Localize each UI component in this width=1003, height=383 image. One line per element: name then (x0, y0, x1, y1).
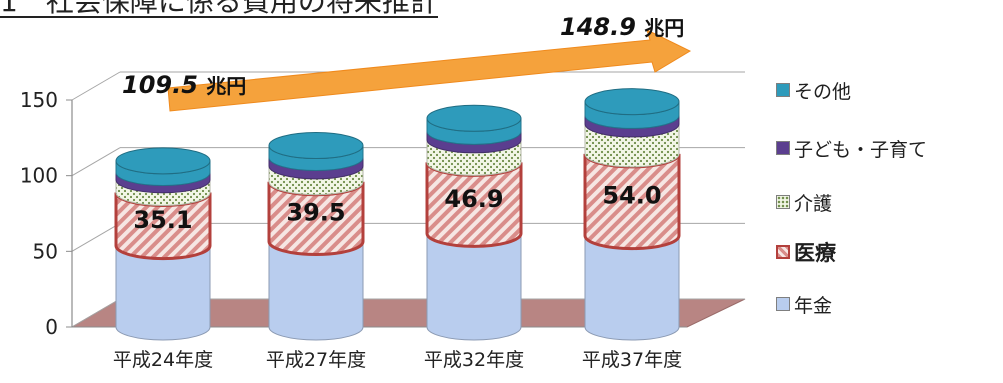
bar-segment-pension (426, 233, 522, 341)
legend-item-childcare: 子ども・子育て (776, 134, 927, 162)
bar-column: 54.0 (583, 88, 681, 341)
start-total-value: 109.5 (122, 71, 206, 99)
x-tick-label: 平成37年度 (582, 349, 682, 371)
x-tick-label: 平成27年度 (266, 349, 366, 371)
gridline-depth (71, 298, 121, 328)
legend-swatch (776, 195, 790, 209)
bar-data-label: 54.0 (602, 182, 661, 210)
x-tick-label: 平成24年度 (113, 349, 213, 371)
legend-item-pension: 年金 (776, 290, 832, 318)
legend-swatch (776, 141, 790, 155)
bar-top-cap (584, 88, 680, 116)
gridline-depth (71, 222, 121, 252)
bar-data-label: 46.9 (444, 185, 503, 213)
end-total-value: 148.9 (560, 13, 644, 41)
trend-arrow (167, 29, 692, 112)
bar-segment-pension (268, 241, 364, 341)
bar-column: 46.9 (425, 104, 523, 341)
y-tick-label: 100 (20, 164, 58, 188)
legend-item-other: その他 (776, 76, 851, 104)
end-total-unit: 兆円 (644, 16, 684, 40)
end-total-label: 148.9 兆円 (560, 13, 684, 41)
start-total-unit: 兆円 (206, 74, 246, 98)
bar-data-label: 35.1 (133, 206, 192, 234)
chart-title: 1 社会保障に係る費用の将来推計 (0, 0, 438, 18)
legend-label: その他 (794, 80, 852, 103)
bar-top-cap (426, 104, 522, 132)
bar-top-cap (268, 132, 364, 160)
y-tick-label: 0 (45, 315, 58, 339)
y-tick-label: 50 (33, 239, 58, 263)
legend-item-care: 介護 (776, 188, 832, 216)
legend-swatch (776, 245, 790, 259)
bar-column: 35.1 (114, 147, 212, 341)
x-tick-label: 平成32年度 (424, 349, 524, 371)
legend-label: 医療 (794, 241, 836, 265)
legend-swatch (776, 83, 790, 97)
bar-column: 39.5 (267, 132, 365, 341)
y-tick-label: 150 (20, 88, 58, 112)
bar-top-cap (115, 147, 211, 175)
bar-segment-pension (584, 235, 680, 341)
legend-label: 介護 (794, 192, 833, 215)
legend-swatch (776, 297, 790, 311)
bar-data-label: 39.5 (286, 199, 345, 227)
legend-item-medical: 医療 (776, 238, 836, 266)
legend-label: 子ども・子育て (794, 138, 928, 161)
gridline-depth (71, 147, 121, 177)
legend-label: 年金 (794, 294, 833, 317)
start-total-label: 109.5 兆円 (122, 71, 246, 99)
gridline-depth (71, 71, 121, 101)
